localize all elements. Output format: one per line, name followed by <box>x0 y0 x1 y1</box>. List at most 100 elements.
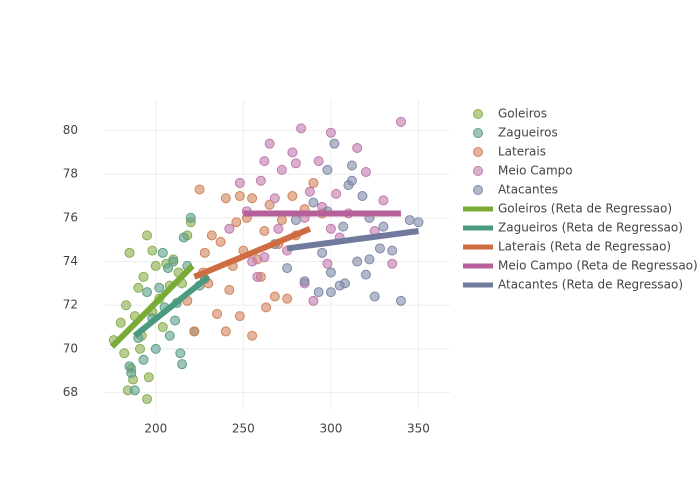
regression-line <box>193 226 312 280</box>
scatter-point <box>269 291 280 302</box>
scatter-point <box>360 167 371 178</box>
scatter-point <box>220 193 231 204</box>
scatter-point <box>329 138 340 149</box>
scatter-point <box>150 343 161 354</box>
y-tick-label: 78 <box>63 167 78 181</box>
scatter-point <box>189 326 200 337</box>
scatter-point <box>212 308 223 319</box>
x-tick-label: 300 <box>319 422 342 436</box>
legend-label: Laterais <box>498 145 546 159</box>
legend-label: Meio Campo <box>498 164 573 178</box>
scatter-point <box>378 221 389 232</box>
scatter-point <box>360 269 371 280</box>
scatter-point <box>247 256 258 267</box>
scatter-point <box>224 284 235 295</box>
scatter-point <box>304 186 315 197</box>
scatter-point <box>387 245 398 256</box>
scatter-point <box>282 263 293 274</box>
legend-marker <box>473 147 483 157</box>
scatter-point <box>234 191 245 202</box>
x-tick-label: 250 <box>232 422 255 436</box>
legend-marker <box>473 185 483 195</box>
scatter-point <box>119 348 130 359</box>
scatter-point <box>142 287 153 298</box>
scatter-point <box>138 354 149 365</box>
legend-label: Zagueiros <box>498 126 558 140</box>
scatter-point <box>308 177 319 188</box>
scatter-point <box>163 263 174 274</box>
scatter-point <box>308 295 319 306</box>
scatter-point <box>364 254 375 265</box>
scatter-point <box>273 223 284 234</box>
scatter-point <box>133 282 144 293</box>
y-tick-label: 74 <box>63 254 78 268</box>
scatter-point <box>404 215 415 226</box>
scatter-point <box>331 188 342 199</box>
y-tick-label: 76 <box>63 210 78 224</box>
scatter-point <box>185 212 196 223</box>
legend-label: Goleiros (Reta de Regressao) <box>498 202 672 216</box>
scatter-point <box>215 236 226 247</box>
legend-label: Atacantes (Reta de Regressao) <box>498 278 683 292</box>
scatter-point <box>264 199 275 210</box>
regression-line <box>132 274 211 339</box>
scatter-point <box>296 123 307 134</box>
y-tick-label: 68 <box>63 385 78 399</box>
scatter-point <box>313 156 324 167</box>
x-tick-label: 200 <box>144 422 167 436</box>
legend-label: Laterais (Reta de Regressao) <box>498 240 671 254</box>
scatter-point <box>234 177 245 188</box>
legend-marker <box>473 166 483 176</box>
scatter-point <box>121 300 132 311</box>
scatter-point <box>234 311 245 322</box>
scatter-point <box>287 191 298 202</box>
scatter-point <box>126 367 137 378</box>
scatter-point <box>378 195 389 206</box>
scatter-point <box>290 215 301 226</box>
scatter-point <box>413 217 424 228</box>
scatter-point <box>154 282 165 293</box>
scatter-point <box>168 256 179 267</box>
scatter-point <box>255 175 266 186</box>
scatter-point <box>231 217 242 228</box>
scatter-point <box>252 271 263 282</box>
scatter-point <box>325 287 336 298</box>
scatter-point <box>247 193 258 204</box>
scatter-point <box>142 230 153 241</box>
x-tick-label: 350 <box>407 422 430 436</box>
scatter-point <box>147 245 158 256</box>
scatter-point <box>264 138 275 149</box>
scatter-point <box>308 197 319 208</box>
scatter-point <box>142 394 153 405</box>
scatter-point <box>259 225 270 236</box>
regression-line <box>286 228 419 252</box>
scatter-point <box>269 193 280 204</box>
scatter-point <box>220 326 231 337</box>
scatter-point <box>247 330 258 341</box>
scatter-point <box>177 359 188 370</box>
scatter-point <box>194 184 205 195</box>
scatter-point <box>138 271 149 282</box>
scatter-point <box>369 291 380 302</box>
scatter-point <box>325 127 336 138</box>
scatter-point <box>317 247 328 258</box>
scatter-point <box>338 221 349 232</box>
scatter-point <box>325 267 336 278</box>
legend-marker <box>473 128 483 138</box>
scatter-point <box>352 256 363 267</box>
scatter-point <box>395 116 406 127</box>
scatter-point <box>150 260 161 271</box>
legend-marker <box>473 109 483 119</box>
y-tick-label: 80 <box>63 123 78 137</box>
scatter-point <box>224 223 235 234</box>
scatter-point <box>178 232 189 243</box>
scatter-point <box>313 287 324 298</box>
scatter-point <box>135 343 146 354</box>
legend-label: Goleiros <box>498 107 547 121</box>
scatter-point <box>346 175 357 186</box>
scatter-point <box>259 156 270 167</box>
scatter-point <box>276 164 287 175</box>
scatter-point <box>346 160 357 171</box>
scatter-point <box>199 247 210 258</box>
